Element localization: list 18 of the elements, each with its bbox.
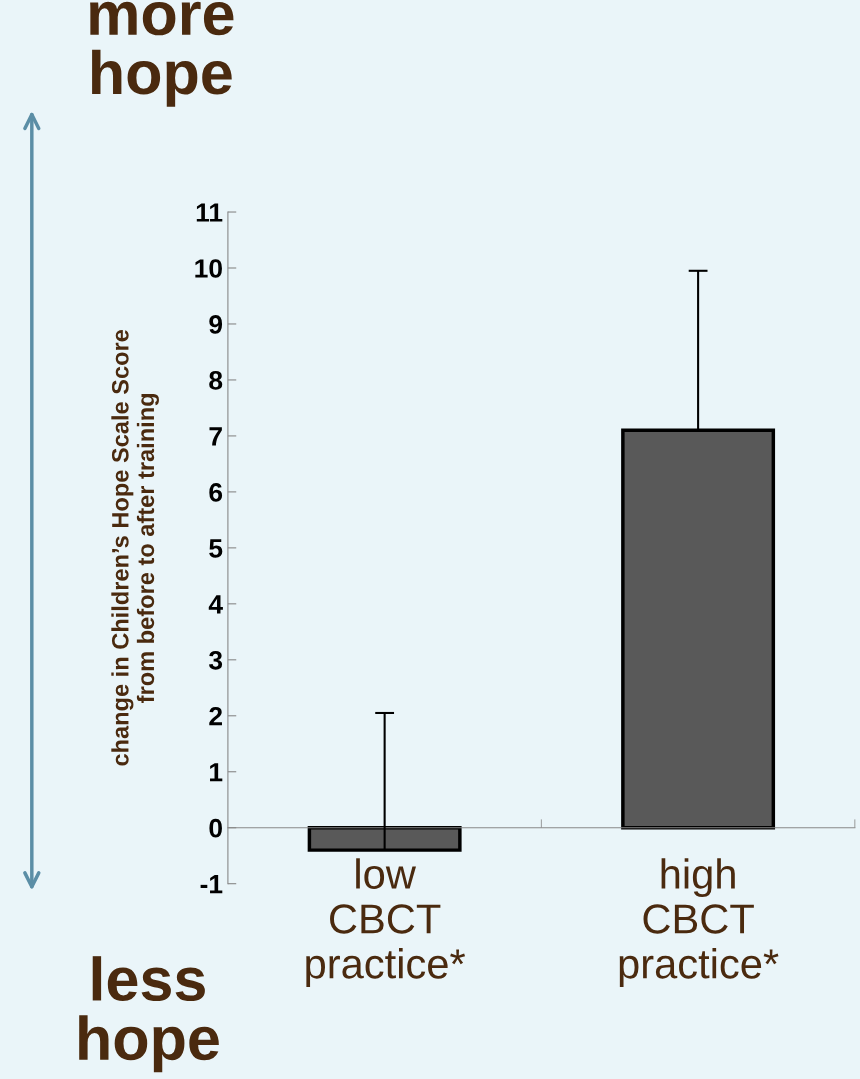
y-tick-label: 7 — [209, 427, 222, 446]
y-tick-label: 10 — [195, 259, 222, 278]
y-tick-label: 6 — [209, 483, 223, 502]
y-tick-label: 11 — [196, 203, 223, 222]
y-tick-label: -1 — [200, 875, 223, 894]
y-tick-label: 2 — [209, 706, 222, 726]
y-tick-label: 9 — [209, 315, 223, 334]
y-tick-label: 4 — [208, 595, 223, 614]
y-axis-title: change in Children’s Hope Scale Score from before to after training — [111, 329, 159, 766]
y-tick-label: 8 — [209, 371, 223, 390]
x-tick-label: high CBCT practice* — [619, 858, 779, 987]
x-tick-label: low CBCT practice* — [306, 858, 466, 987]
text: more hope — [90, 1, 234, 107]
y-tick-label: 0 — [209, 818, 222, 838]
y-tick-label: 1 — [210, 763, 223, 782]
y-tick-label: 5 — [209, 539, 223, 558]
y-tick-label: 3 — [208, 650, 223, 670]
text: less hope — [79, 956, 219, 1073]
